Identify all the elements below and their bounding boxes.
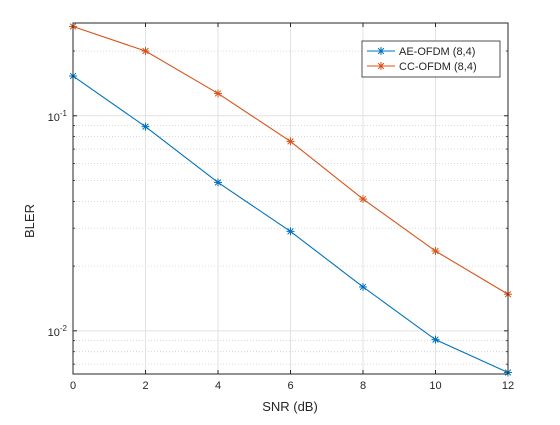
x-tick-label: 6 bbox=[287, 380, 293, 392]
x-tick-label: 8 bbox=[360, 380, 366, 392]
axes: 0 2 4 6 8 10 12 10-2 10-1 bbox=[48, 22, 514, 392]
x-tick-label: 12 bbox=[502, 380, 514, 392]
data-point-1 bbox=[141, 122, 150, 131]
data-point-2 bbox=[431, 247, 440, 256]
data-point-2 bbox=[214, 89, 222, 98]
data-point-1 bbox=[286, 227, 295, 236]
data-point-1 bbox=[359, 282, 367, 291]
y-tick-label: 10-1 bbox=[48, 109, 68, 124]
data-point-2 bbox=[359, 195, 367, 204]
legend-label: AE-OFDM (8,4) bbox=[399, 46, 475, 58]
x-tick-label: 10 bbox=[429, 380, 441, 392]
x-tick-label: 4 bbox=[215, 380, 221, 392]
legend: AE-OFDM (8,4) CC-OFDM (8,4) bbox=[361, 40, 501, 78]
legend-marker bbox=[377, 62, 385, 70]
legend-box bbox=[361, 40, 501, 78]
y-tick-label: 10-2 bbox=[48, 324, 68, 339]
data-point-2 bbox=[141, 47, 150, 56]
data-point-1 bbox=[214, 178, 222, 187]
series-layer bbox=[69, 22, 512, 377]
x-axis-title: SNR (dB) bbox=[262, 399, 318, 414]
x-tick-label: 2 bbox=[142, 380, 148, 392]
legend-label: CC-OFDM (8,4) bbox=[399, 61, 477, 73]
y-axis-title: BLER bbox=[22, 204, 37, 238]
data-point-2 bbox=[286, 137, 295, 146]
legend-marker bbox=[377, 47, 385, 55]
x-tick-label: 0 bbox=[70, 380, 76, 392]
data-point-1 bbox=[431, 335, 440, 344]
